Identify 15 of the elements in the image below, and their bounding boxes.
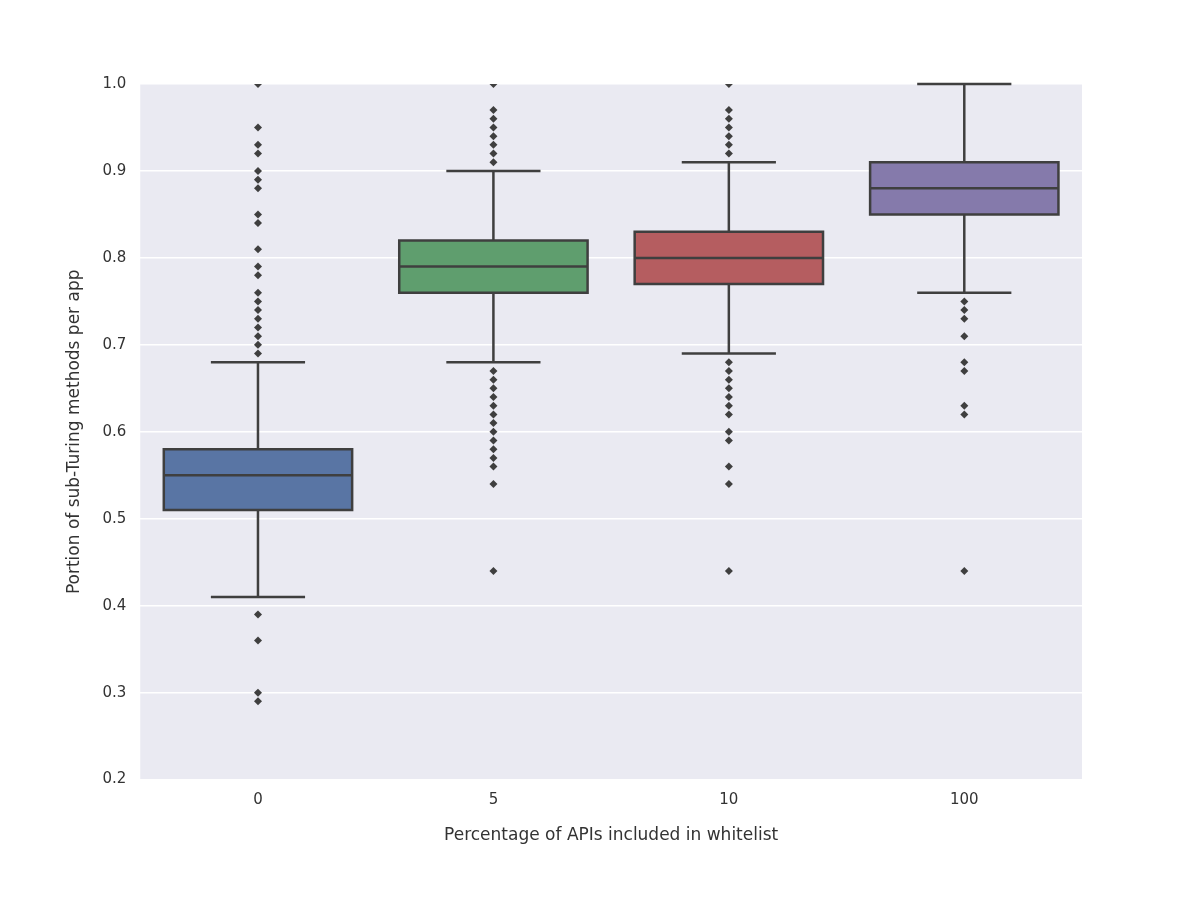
- y-tick-label: 0.8: [102, 247, 127, 266]
- y-tick-label: 0.4: [102, 595, 127, 614]
- y-tick-label: 0.7: [102, 334, 127, 353]
- y-tick-label: 0.6: [102, 421, 127, 440]
- y-tick-label: 1.0: [102, 73, 127, 92]
- y-tick-label: 0.3: [102, 682, 127, 701]
- x-tick-label: 5: [488, 790, 499, 809]
- y-axis-title: Portion of sub-Turing methods per app: [62, 269, 83, 595]
- y-tick-label: 0.9: [102, 160, 127, 179]
- y-tick-label: 0.5: [102, 508, 127, 527]
- y-tick-label: 0.2: [102, 769, 127, 788]
- x-axis-title: Percentage of APIs included in whitelist: [444, 824, 779, 845]
- x-tick-label: 0: [253, 790, 263, 809]
- x-tick-label: 100: [949, 790, 979, 809]
- x-tick-label: 10: [719, 790, 739, 809]
